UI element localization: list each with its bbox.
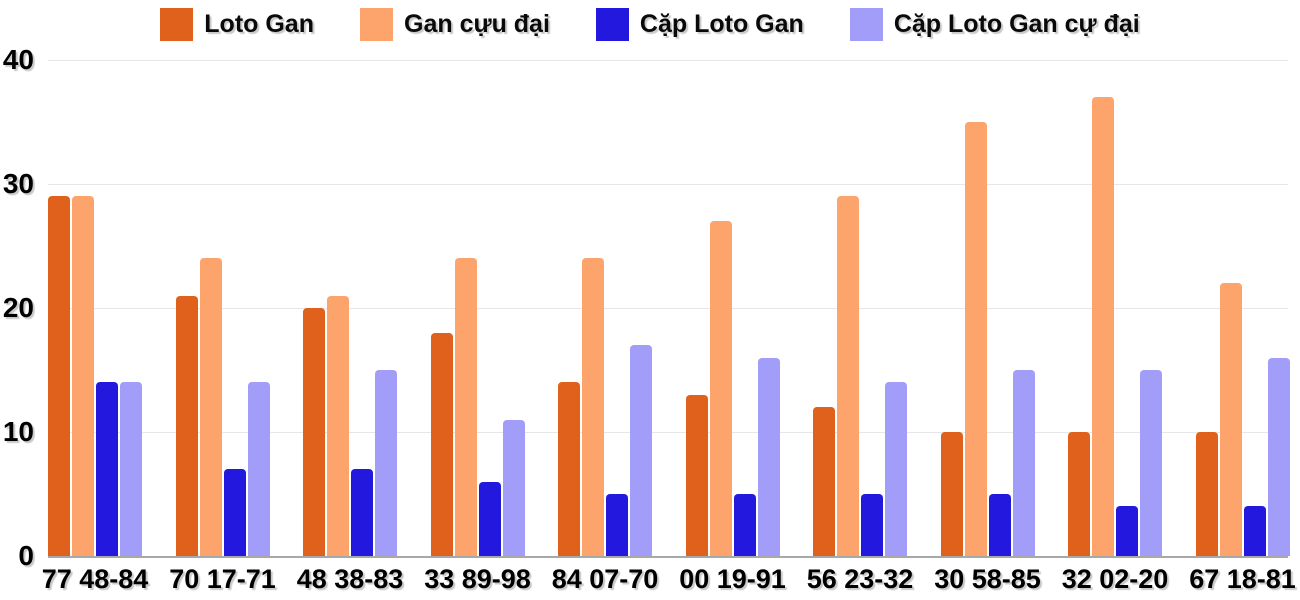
legend-item-gan-cuu-dai: Gan cựu đại <box>360 8 550 41</box>
x-axis-label: 33 89-98 <box>424 564 531 594</box>
bar-cap-loto-gan <box>606 494 628 556</box>
bar-loto-gan <box>1068 432 1090 556</box>
legend-swatch-cap-loto-gan-cu-dai <box>849 8 883 41</box>
bar-loto-gan <box>940 432 963 556</box>
bar-cap-loto-gan <box>96 382 118 556</box>
bar-cap-loto-gan-cu-dai <box>630 345 652 556</box>
bar-loto-gan <box>558 382 580 556</box>
bar-group <box>558 60 652 556</box>
bar-cap-loto-gan <box>351 469 373 556</box>
bar-group <box>48 60 142 556</box>
legend-label: Gan cựu đại <box>404 10 550 38</box>
bar-loto-gan <box>303 308 325 556</box>
bar-gan-cuu-dai <box>582 258 604 556</box>
bar-cap-loto-gan <box>861 494 883 556</box>
bar-loto-gan <box>813 407 835 556</box>
x-axis-label: 84 07-70 <box>551 564 659 594</box>
bar-cap-loto-gan <box>733 494 756 556</box>
legend-swatch-loto-gan <box>160 8 194 41</box>
legend-item-cap-loto-gan-cu-dai: Cặp Loto Gan cự đại <box>849 8 1140 41</box>
bar-gan-cuu-dai <box>837 196 859 556</box>
legend-label: Cặp Loto Gan <box>639 10 804 38</box>
y-axis-tick-label: 40 <box>2 44 34 75</box>
y-axis-tick-label: 20 <box>2 292 34 323</box>
bar-gan-cuu-dai <box>327 296 349 556</box>
y-axis-tick-label: 0 <box>18 540 34 571</box>
bar-gan-cuu-dai <box>72 196 94 556</box>
gridline <box>48 184 1288 185</box>
bar-loto-gan <box>48 196 70 556</box>
bar-cap-loto-gan-cu-dai <box>120 382 142 556</box>
x-axis-label: 70 17-71 <box>169 564 276 594</box>
bar-group <box>175 60 270 556</box>
gridline <box>48 60 1288 61</box>
legend-label: Cặp Loto Gan cự đại <box>893 10 1140 38</box>
x-axis-line <box>48 556 1288 558</box>
y-axis-tick-label: 10 <box>2 416 34 447</box>
bar-cap-loto-gan-cu-dai <box>885 382 907 556</box>
bar-cap-loto-gan <box>988 494 1011 556</box>
bar-group <box>1068 60 1162 556</box>
bar-cap-loto-gan-cu-dai <box>247 382 270 556</box>
legend-swatch-cap-loto-gan <box>595 8 629 41</box>
bar-group <box>303 60 397 556</box>
bar-gan-cuu-dai <box>964 122 987 556</box>
legend-swatch-gan-cuu-dai <box>360 8 393 41</box>
bar-cap-loto-gan-cu-dai <box>1140 370 1162 556</box>
bar-cap-loto-gan-cu-dai <box>375 370 397 556</box>
x-axis-label: 00 19-91 <box>679 564 786 594</box>
bar-cap-loto-gan <box>1116 506 1138 556</box>
x-axis-label: 30 58-85 <box>934 564 1041 594</box>
bar-group <box>685 60 780 556</box>
bar-cap-loto-gan <box>478 482 501 556</box>
bar-loto-gan <box>1195 432 1218 556</box>
bar-gan-cuu-dai <box>1219 283 1242 556</box>
bar-cap-loto-gan <box>1243 506 1266 556</box>
x-axis-label: 56 23-32 <box>806 564 914 594</box>
y-axis: 0 10 20 30 40 <box>0 0 40 600</box>
bar-cap-loto-gan <box>223 469 246 556</box>
x-axis-label: 48 38-83 <box>296 564 404 594</box>
bar-gan-cuu-dai <box>199 258 222 556</box>
x-axis-label: 67 18-81 <box>1189 564 1296 594</box>
bar-loto-gan <box>685 395 708 556</box>
bar-group <box>1195 60 1290 556</box>
bar-cap-loto-gan-cu-dai <box>1267 358 1290 556</box>
y-axis-tick-label: 30 <box>2 168 34 199</box>
legend-item-cap-loto-gan: Cặp Loto Gan <box>595 8 804 41</box>
bar-group <box>940 60 1035 556</box>
bar-cap-loto-gan-cu-dai <box>1012 370 1035 556</box>
plot-area <box>48 60 1290 558</box>
gridline <box>48 432 1288 433</box>
bar-loto-gan <box>430 333 453 556</box>
x-axis: 77 48-84 70 17-71 48 38-83 33 89-98 84 07-70… <box>42 564 1296 598</box>
legend-item-loto-gan: Loto Gan <box>160 8 314 41</box>
legend-label: Loto Gan <box>204 10 314 38</box>
bar-gan-cuu-dai <box>1092 97 1114 556</box>
bar-gan-cuu-dai <box>454 258 477 556</box>
bar-gan-cuu-dai <box>709 221 732 556</box>
bar-loto-gan <box>175 296 198 556</box>
bar-cap-loto-gan-cu-dai <box>502 420 525 556</box>
bar-group <box>430 60 525 556</box>
x-axis-label: 32 02-20 <box>1061 564 1169 594</box>
x-axis-label: 77 48-84 <box>41 564 149 594</box>
bar-cap-loto-gan-cu-dai <box>757 358 780 556</box>
gridline <box>48 308 1288 309</box>
bar-group <box>813 60 907 556</box>
legend: Loto Gan Gan cựu đại Cặp Loto Gan Cặp Loto … <box>0 8 1300 41</box>
